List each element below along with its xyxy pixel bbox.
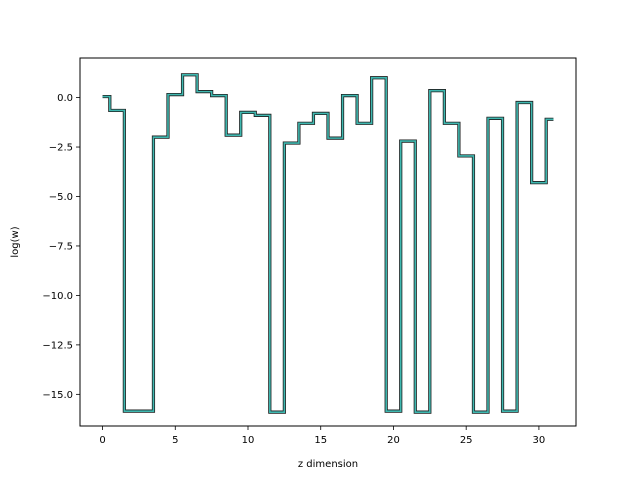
x-tick-label: 5 (172, 435, 178, 446)
plot-area (102, 73, 554, 414)
x-tick-label: 20 (387, 435, 400, 446)
x-tick-label: 10 (242, 435, 255, 446)
y-tick-label: −7.5 (49, 241, 73, 252)
x-tick-label: 30 (533, 435, 546, 446)
y-tick-label: −10.0 (42, 291, 73, 302)
x-tick-label: 15 (314, 435, 327, 446)
x-axis-ticks: 0 5 10 15 20 25 30 (99, 426, 545, 446)
x-tick-label: 25 (460, 435, 473, 446)
series-line (102, 74, 554, 413)
y-tick-label: −15.0 (42, 390, 73, 401)
y-axis-label: log(w) (10, 226, 21, 257)
y-tick-label: 0.0 (57, 93, 73, 104)
axes-frame (79, 57, 577, 427)
y-tick-label: −5.0 (49, 192, 73, 203)
y-tick-label: −2.5 (49, 143, 73, 154)
y-axis-ticks: 0.0 −2.5 −5.0 −7.5 −10.0 −12.5 −15.0 (42, 93, 80, 401)
y-tick-label: −12.5 (42, 340, 73, 351)
x-tick-label: 0 (99, 435, 105, 446)
x-axis-label: z dimension (298, 459, 358, 470)
